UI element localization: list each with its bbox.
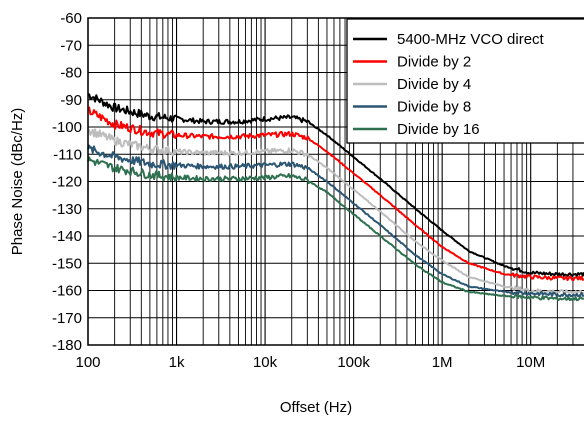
y-tick-label: -100	[52, 119, 82, 136]
y-tick-label: -180	[52, 337, 82, 354]
y-tick-label: -120	[52, 174, 82, 191]
series-line-1	[88, 93, 584, 278]
x-tick-label: 10M	[516, 354, 545, 371]
y-tick-label: -70	[60, 37, 82, 54]
legend-label: Divide by 8	[397, 99, 471, 116]
series-line-2	[87, 106, 584, 282]
y-tick-label: -150	[52, 255, 82, 272]
y-tick-label: -170	[52, 310, 82, 327]
legend-label: 5400-MHz VCO direct	[397, 31, 545, 48]
series-line-3	[87, 128, 584, 295]
y-tick-label: -80	[60, 65, 82, 82]
legend-label: Divide by 4	[397, 76, 471, 93]
y-tick-label: -60	[60, 10, 82, 27]
x-tick-label: 1k	[169, 354, 185, 371]
x-tick-label: 100	[75, 354, 100, 371]
x-tick-label: 1M	[432, 354, 453, 371]
x-axis-title: Offset (Hz)	[280, 399, 352, 416]
plot-frame	[87, 17, 584, 346]
series-layer	[87, 93, 584, 302]
y-tick-labels: -60 -70 -80 -90 -100 -110 -120 -130 -140 -150 -160…	[52, 10, 82, 354]
x-tick-labels: 100 1k 10k 100k 1M 10M	[75, 354, 545, 371]
y-tick-label: -130	[52, 201, 82, 218]
y-tick-label: -90	[60, 92, 82, 109]
legend: 5400-MHz VCO direct Divide by 2 Divide by …	[346, 18, 584, 144]
legend-label: Divide by 16	[397, 121, 480, 138]
y-axis-title: Phase Noise (dBc/Hz)	[9, 108, 26, 256]
series-line-4	[87, 144, 584, 298]
y-tick-label: -140	[52, 228, 82, 245]
series-line-5	[87, 156, 584, 302]
y-tick-label: -160	[52, 283, 82, 300]
y-tick-label: -110	[53, 146, 82, 163]
x-tick-label: 100k	[337, 354, 370, 371]
legend-label: Divide by 2	[397, 54, 471, 71]
x-tick-label: 10k	[253, 354, 278, 371]
